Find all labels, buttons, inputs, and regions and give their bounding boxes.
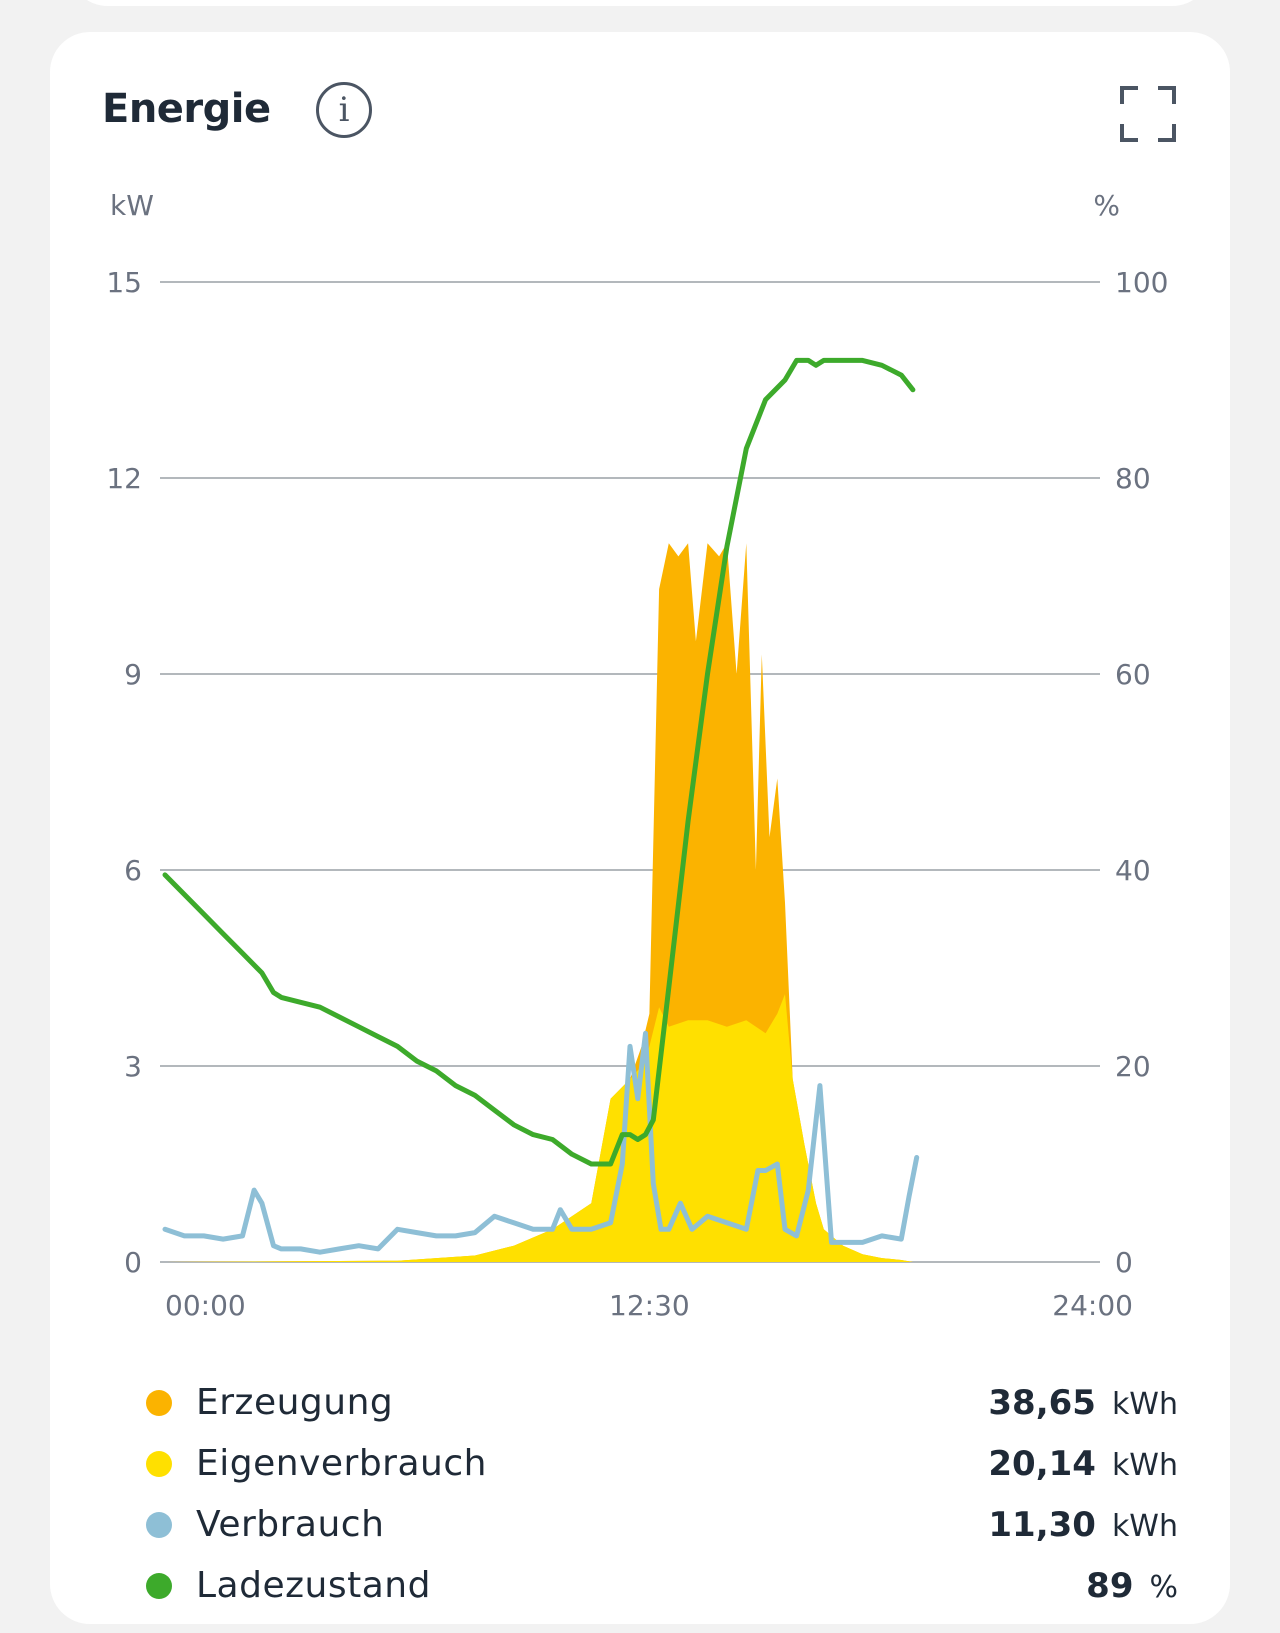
ladezustand-dot xyxy=(146,1572,172,1599)
left-tick-label: 9 xyxy=(124,658,142,691)
fullscreen-icon[interactable] xyxy=(1118,84,1178,144)
x-tick-label: 12:30 xyxy=(609,1289,690,1322)
verbrauch-dot xyxy=(146,1511,172,1538)
x-tick-label: 00:00 xyxy=(165,1289,246,1322)
legend-value-number: 11,30 xyxy=(988,1504,1096,1545)
legend-value-unit: kWh xyxy=(1111,1508,1178,1544)
legend: Erzeugung 38,65 kWh Eigenverbrauch 20,14… xyxy=(100,1372,1230,1616)
energy-card: Energie i kW % 0 0 3 20 6 40 9 60 12 80 15 100 00:00… xyxy=(50,32,1230,1624)
right-tick-label: 80 xyxy=(1115,462,1151,495)
x-tick-label: 24:00 xyxy=(1052,1289,1133,1322)
legend-value-number: 20,14 xyxy=(988,1443,1096,1484)
legend-label: Ladezustand xyxy=(196,1565,431,1606)
card-title: Energie xyxy=(102,86,271,132)
left-tick-label: 0 xyxy=(124,1246,142,1279)
left-tick-label: 6 xyxy=(124,854,142,887)
info-icon[interactable]: i xyxy=(316,82,372,138)
right-tick-label: 20 xyxy=(1115,1050,1151,1083)
erzeugung-dot xyxy=(146,1389,172,1416)
legend-value-number: 38,65 xyxy=(988,1382,1096,1423)
series-ladezustand-line xyxy=(162,357,916,1167)
right-axis-label: % xyxy=(1093,189,1120,222)
left-tick-label: 12 xyxy=(106,462,142,495)
previous-card xyxy=(68,0,1212,6)
legend-value: 89 % xyxy=(1086,1566,1178,1606)
left-tick-label: 3 xyxy=(124,1050,142,1083)
legend-label: Erzeugung xyxy=(196,1382,394,1423)
legend-value: 11,30 kWh xyxy=(988,1505,1178,1545)
legend-value-unit: % xyxy=(1149,1569,1178,1605)
legend-value: 20,14 kWh xyxy=(988,1444,1178,1484)
legend-value-number: 89 xyxy=(1086,1565,1134,1606)
legend-item-eigenverbrauch: Eigenverbrauch 20,14 kWh xyxy=(100,1433,1230,1494)
energy-chart: kW % 0 0 3 20 6 40 9 60 12 80 15 100 00:00 12:30 24:00 xyxy=(106,189,1168,1322)
series-eigenverbrauch-area xyxy=(165,994,913,1262)
legend-label: Verbrauch xyxy=(196,1504,385,1545)
legend-value: 38,65 kWh xyxy=(988,1383,1178,1423)
legend-value-unit: kWh xyxy=(1111,1447,1178,1483)
legend-item-ladezustand: Ladezustand 89 % xyxy=(100,1555,1230,1616)
left-axis-label: kW xyxy=(110,189,154,222)
eigenverbrauch-dot xyxy=(146,1450,172,1477)
legend-value-unit: kWh xyxy=(1111,1386,1178,1422)
series-verbrauch-line xyxy=(162,1030,920,1255)
right-tick-label: 40 xyxy=(1115,854,1151,887)
right-tick-label: 60 xyxy=(1115,658,1151,691)
right-tick-label: 0 xyxy=(1115,1246,1133,1279)
legend-item-erzeugung: Erzeugung 38,65 kWh xyxy=(100,1372,1230,1433)
legend-label: Eigenverbrauch xyxy=(196,1443,487,1484)
legend-item-verbrauch: Verbrauch 11,30 kWh xyxy=(100,1494,1230,1555)
left-tick-label: 15 xyxy=(106,266,142,299)
right-tick-label: 100 xyxy=(1115,266,1168,299)
